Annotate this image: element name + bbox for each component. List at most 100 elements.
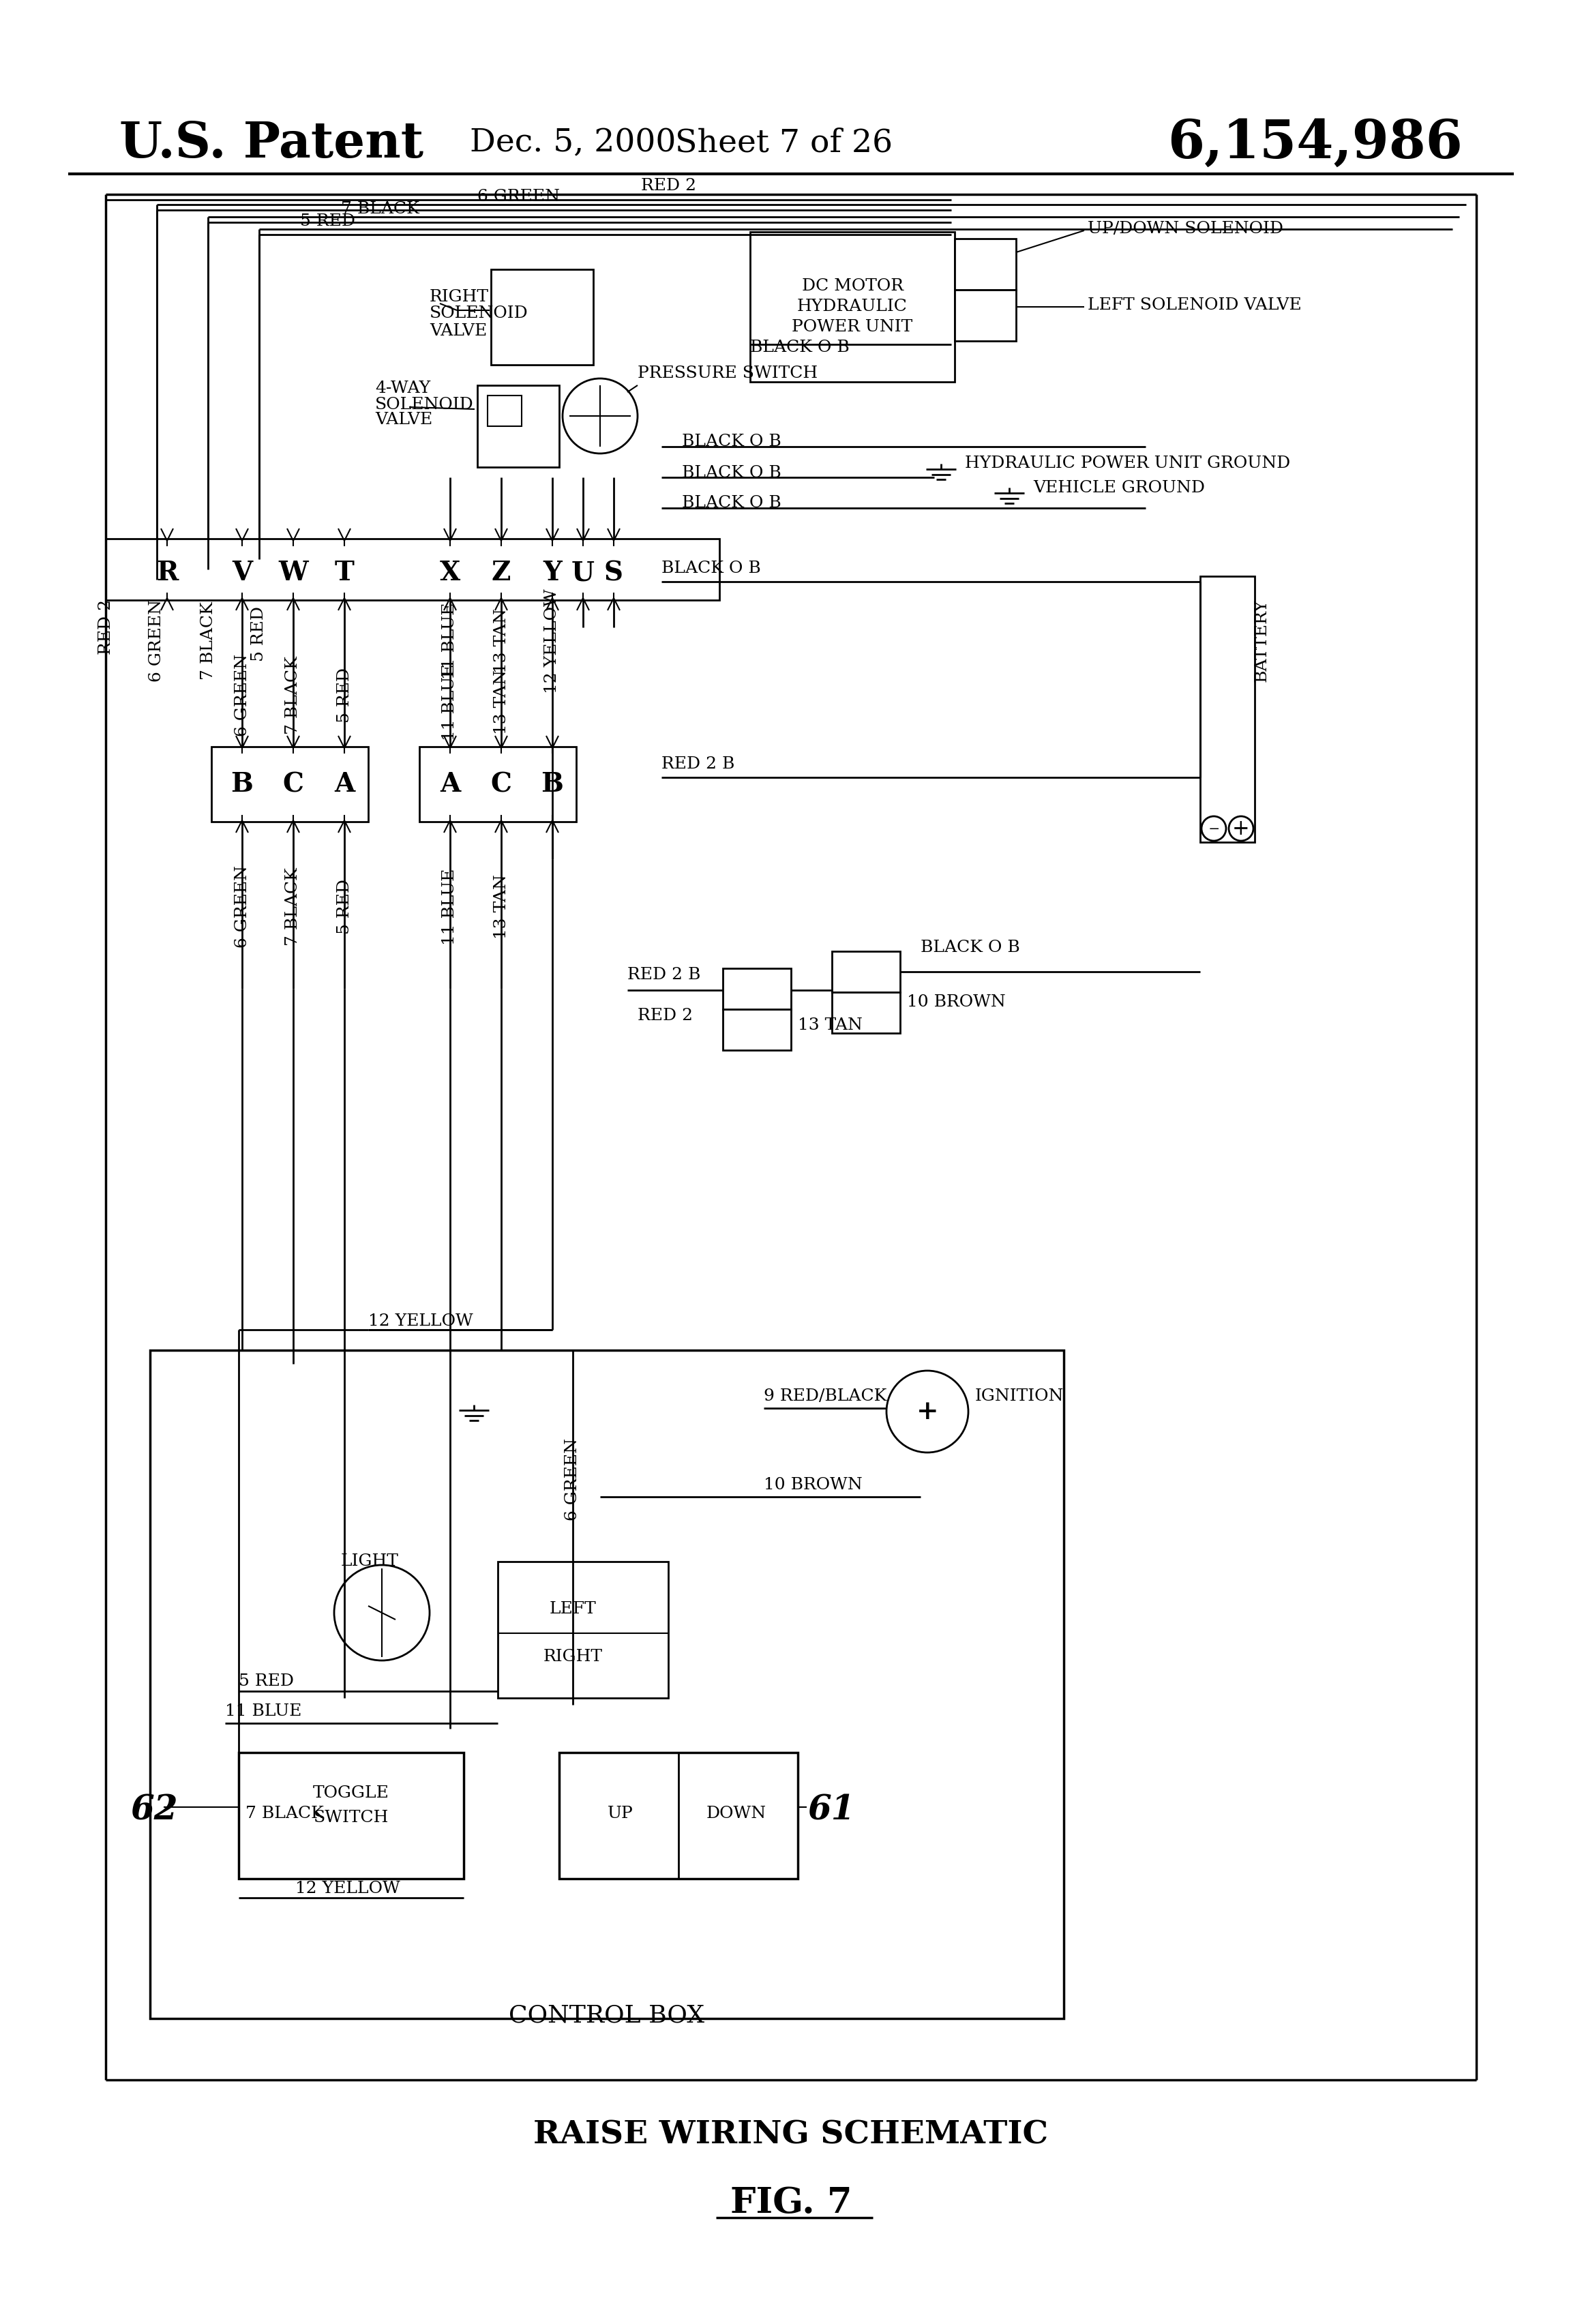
Text: RED 2: RED 2 (638, 1009, 693, 1025)
Text: RED 2: RED 2 (641, 179, 696, 193)
Text: BLACK O B: BLACK O B (661, 560, 761, 576)
Bar (832, 951, 900, 992)
Text: 7 BLACK: 7 BLACK (245, 1806, 324, 1822)
Text: 13 TAN: 13 TAN (494, 669, 509, 734)
Text: 5 RED: 5 RED (337, 667, 353, 723)
Text: BLACK O B: BLACK O B (750, 339, 850, 356)
Circle shape (1201, 816, 1226, 841)
Text: IGNITION: IGNITION (975, 1390, 1065, 1404)
Text: RED 2 B: RED 2 B (661, 755, 734, 772)
Text: 61: 61 (808, 1794, 856, 1827)
Circle shape (334, 1564, 430, 1659)
Bar (558, 1752, 797, 1878)
Text: C: C (283, 772, 304, 797)
Text: 13 TAN: 13 TAN (494, 874, 509, 939)
Bar (723, 969, 791, 1009)
Text: C: C (490, 772, 511, 797)
Bar (954, 239, 1016, 290)
Text: 6,154,986: 6,154,986 (1168, 116, 1463, 170)
Text: B: B (541, 772, 563, 797)
Text: W: W (278, 560, 308, 586)
Text: FIG. 7: FIG. 7 (731, 2185, 851, 2219)
Bar (150, 1350, 1063, 2020)
Text: 4-WAY: 4-WAY (375, 381, 430, 397)
Text: Dec. 5, 2000: Dec. 5, 2000 (470, 128, 676, 158)
Text: VALVE: VALVE (430, 323, 487, 339)
Text: 62: 62 (131, 1794, 179, 1827)
Text: RED 2: RED 2 (98, 600, 114, 655)
Text: 7 BLACK: 7 BLACK (285, 655, 301, 734)
Text: 7 BLACK: 7 BLACK (201, 602, 215, 681)
Text: +: + (916, 1399, 938, 1425)
Text: 10 BROWN: 10 BROWN (764, 1478, 862, 1492)
Text: 11 BLUE: 11 BLUE (225, 1703, 302, 1720)
Text: U.S. Patent: U.S. Patent (119, 119, 424, 167)
Text: 7 BLACK: 7 BLACK (342, 202, 419, 216)
Text: 6 GREEN: 6 GREEN (149, 600, 165, 683)
Text: 6 GREEN: 6 GREEN (478, 188, 560, 205)
Text: DC MOTOR: DC MOTOR (802, 279, 903, 295)
Text: +: + (1232, 818, 1250, 839)
Text: SOLENOID: SOLENOID (375, 397, 473, 411)
Text: LEFT: LEFT (549, 1601, 596, 1618)
Text: 10 BROWN: 10 BROWN (906, 995, 1006, 1011)
Text: 6 GREEN: 6 GREEN (234, 655, 250, 737)
Bar (239, 1752, 464, 1878)
Text: 6 GREEN: 6 GREEN (565, 1439, 581, 1520)
Text: Sheet 7 of 26: Sheet 7 of 26 (676, 128, 892, 158)
Bar (487, 395, 522, 425)
Bar (419, 746, 576, 823)
Text: S: S (604, 560, 623, 586)
Text: RIGHT: RIGHT (543, 1650, 603, 1664)
Text: 12 YELLOW: 12 YELLOW (544, 588, 560, 693)
Text: POWER UNIT: POWER UNIT (793, 318, 913, 335)
Text: DOWN: DOWN (707, 1806, 767, 1822)
Text: R: R (157, 560, 179, 586)
Text: 9 RED/BLACK: 9 RED/BLACK (764, 1390, 888, 1404)
Text: LEFT SOLENOID VALVE: LEFT SOLENOID VALVE (1088, 297, 1302, 314)
Text: 13 TAN: 13 TAN (797, 1018, 862, 1032)
Text: U: U (571, 560, 595, 586)
Text: UP/DOWN SOLENOID: UP/DOWN SOLENOID (1088, 221, 1283, 237)
Bar (478, 386, 558, 467)
Circle shape (1229, 816, 1253, 841)
Text: PRESSURE SWITCH: PRESSURE SWITCH (638, 365, 818, 381)
Text: BATTERY: BATTERY (1253, 600, 1269, 681)
Text: 11 BLUE: 11 BLUE (443, 602, 457, 679)
Bar (954, 290, 1016, 342)
Text: BLACK O B: BLACK O B (682, 495, 782, 511)
Text: RAISE WIRING SCHEMATIC: RAISE WIRING SCHEMATIC (533, 2119, 1049, 2150)
Text: 11 BLUE: 11 BLUE (443, 665, 457, 741)
Bar (490, 270, 593, 365)
Text: 5 RED: 5 RED (301, 214, 356, 230)
Text: Z: Z (492, 560, 511, 586)
Circle shape (886, 1371, 968, 1452)
Text: A: A (334, 772, 354, 797)
Text: 5 RED: 5 RED (239, 1673, 294, 1690)
Text: BLACK O B: BLACK O B (682, 465, 782, 481)
Text: 12 YELLOW: 12 YELLOW (369, 1313, 473, 1329)
Text: A: A (440, 772, 460, 797)
Text: RIGHT: RIGHT (430, 288, 489, 304)
Bar (212, 746, 369, 823)
Text: VALVE: VALVE (375, 411, 432, 428)
Text: SOLENOID: SOLENOID (430, 307, 528, 321)
Text: HYDRAULIC: HYDRAULIC (797, 300, 908, 314)
Text: 5 RED: 5 RED (252, 607, 267, 662)
Text: SWITCH: SWITCH (313, 1810, 389, 1824)
Text: –: – (1209, 818, 1220, 839)
Circle shape (563, 379, 638, 453)
Text: Y: Y (543, 560, 562, 586)
Text: B: B (231, 772, 253, 797)
Text: RED 2 B: RED 2 B (628, 967, 701, 983)
Text: TOGGLE: TOGGLE (313, 1785, 389, 1801)
Text: HYDRAULIC POWER UNIT GROUND: HYDRAULIC POWER UNIT GROUND (965, 456, 1291, 472)
Text: 13 TAN: 13 TAN (494, 609, 509, 674)
Text: BLACK O B: BLACK O B (682, 435, 782, 451)
Text: T: T (334, 560, 354, 586)
Text: V: V (233, 560, 253, 586)
Text: UP: UP (607, 1806, 633, 1822)
Text: CONTROL BOX: CONTROL BOX (509, 2003, 704, 2027)
Text: 6 GREEN: 6 GREEN (234, 867, 250, 948)
Bar (106, 539, 720, 600)
